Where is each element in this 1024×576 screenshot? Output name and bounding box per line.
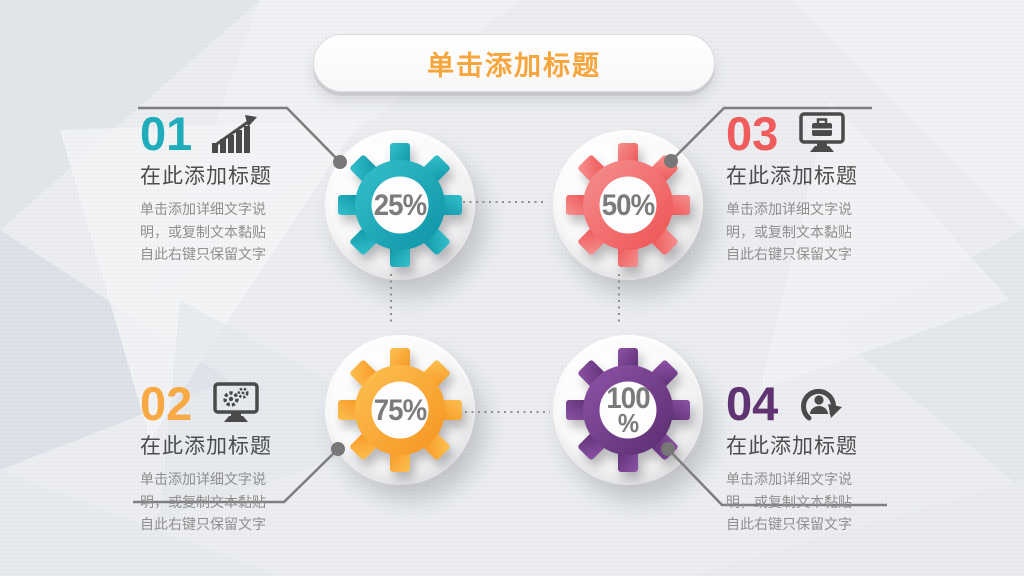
- monitor-gears-icon: [213, 382, 260, 422]
- section-body: 单击添加详细文字说明，或复制文本黏贴自此右键只保留文字: [140, 201, 266, 263]
- section-heading: 在此添加标题: [140, 165, 272, 188]
- section-04: 04 在此添加标题 单击添加详细文字说明，或复制文本黏贴自此右键只保留文字: [726, 380, 891, 536]
- section-heading: 在此添加标题: [726, 435, 858, 458]
- gear-icon-orange: [338, 348, 462, 472]
- gear-percent-label: 100 %: [606, 381, 650, 438]
- section-heading: 在此添加标题: [726, 165, 858, 188]
- section-number: 02: [140, 376, 193, 430]
- section-number: 04: [726, 376, 779, 430]
- gear-icon-red: [566, 143, 690, 267]
- section-number: 01: [140, 106, 193, 160]
- slide-title: 单击添加标题: [427, 50, 601, 81]
- section-01-header: 01: [140, 106, 305, 160]
- section-body: 单击添加详细文字说明，或复制文本黏贴自此右键只保留文字: [140, 471, 266, 533]
- gear-icon-teal: [338, 143, 462, 267]
- slide-title-placeholder: 单击添加标题: [313, 34, 715, 92]
- gear-percent-label: 25%: [373, 188, 427, 222]
- gear-percent-label: 50%: [601, 188, 655, 222]
- section-02: 02 在此添加标题 单击添加详细文字说明，或复制文本黏贴自此右键只保留文字: [140, 380, 305, 536]
- gear-unit-100: 100 %: [553, 335, 703, 485]
- section-heading: 在此添加标题: [140, 435, 272, 458]
- gear-unit-25: 25%: [325, 130, 475, 280]
- gear-unit-50: 50%: [553, 130, 703, 280]
- bar-chart-growth-icon: [212, 115, 258, 153]
- gear-unit-75: 75%: [325, 335, 475, 485]
- section-01: 01 在此添加标题 单击添加详细文字说明，或复制文本黏贴自此右键只保留文字: [140, 110, 305, 266]
- gear-percent-label: 75%: [373, 393, 427, 427]
- section-04-header: 04: [726, 376, 891, 430]
- gear-icon-purple: [566, 348, 690, 472]
- section-body: 单击添加详细文字说明，或复制文本黏贴自此右键只保留文字: [726, 201, 852, 263]
- section-02-header: 02: [140, 376, 305, 430]
- section-body: 单击添加详细文字说明，或复制文本黏贴自此右键只保留文字: [726, 471, 852, 533]
- section-03-header: 03: [726, 106, 891, 160]
- section-03: 03 在此添加标题 单击添加详细文字说明，或复制文本黏贴自此右键只保留文字: [726, 110, 891, 266]
- section-number: 03: [726, 106, 779, 160]
- person-cycle-arrow-icon: [801, 388, 843, 421]
- monitor-briefcase-icon: [799, 112, 846, 152]
